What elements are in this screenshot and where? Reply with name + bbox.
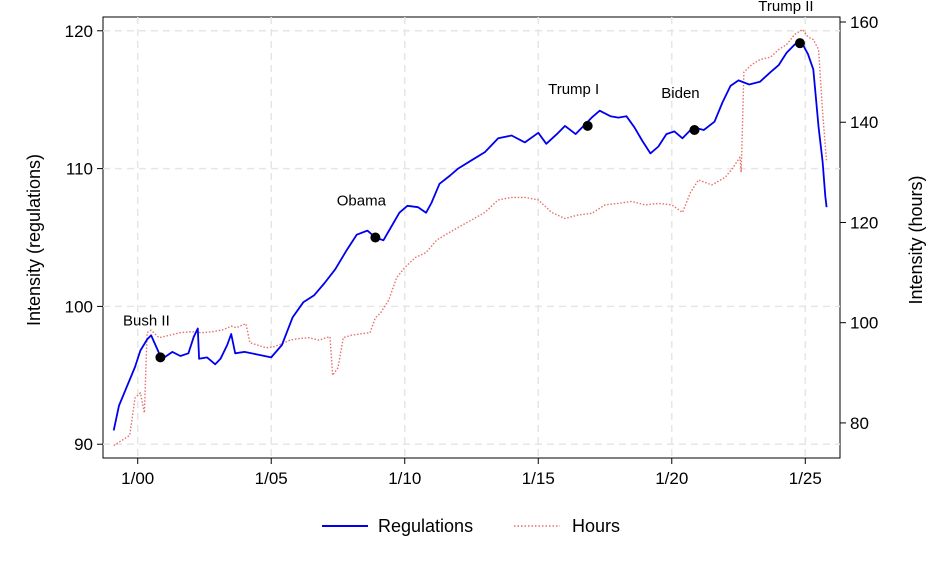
x-tick-label: 1/00 [121,469,154,488]
y-right-tick-label: 160 [850,13,878,32]
y-left-tick-label: 110 [66,160,93,179]
y-right-tick-label: 80 [850,414,869,433]
x-tick-label: 1/10 [388,469,421,488]
event-label: Trump I [548,81,599,98]
x-tick-label: 1/20 [655,469,688,488]
event-marker [794,38,805,49]
x-tick-label: 1/15 [522,469,555,488]
y-right-axis-title: Intensity (hours) [906,175,926,304]
legend-label-regulations: Regulations [378,516,473,536]
event-label: Biden [661,85,699,102]
event-marker [155,352,166,363]
x-tick-label: 1/05 [255,469,288,488]
x-tick-label: 1/25 [789,469,822,488]
plot-frame [102,16,841,459]
series-line-regulations [112,40,828,431]
y-right-tick-label: 100 [850,314,878,333]
event-marker [370,232,381,243]
events-layer: Bush II Obama Trump I Biden Trump II [123,0,814,363]
series-layer [112,28,828,447]
event-label: Trump II [758,0,813,15]
y-left-tick-label: 120 [65,22,93,41]
grid [103,17,840,458]
legend: Regulations Hours [322,516,620,536]
y-left-tick-label: 90 [74,435,93,454]
y-right-tick-label: 140 [850,113,878,132]
event-marker [689,125,700,136]
y-left-tick-label: 100 [65,297,93,316]
legend-label-hours: Hours [572,516,620,536]
event-label: Bush II [123,312,170,329]
series-line-hours [113,28,828,447]
axes-layer: 1/00 1/05 1/10 1/15 1/20 1/25 90 100 110 120 80 100… [65,13,879,488]
event-label: Obama [337,193,387,210]
y-left-axis-title: Intensity (regulations) [24,154,44,326]
y-right-tick-label: 120 [850,213,878,232]
event-marker [582,120,593,131]
